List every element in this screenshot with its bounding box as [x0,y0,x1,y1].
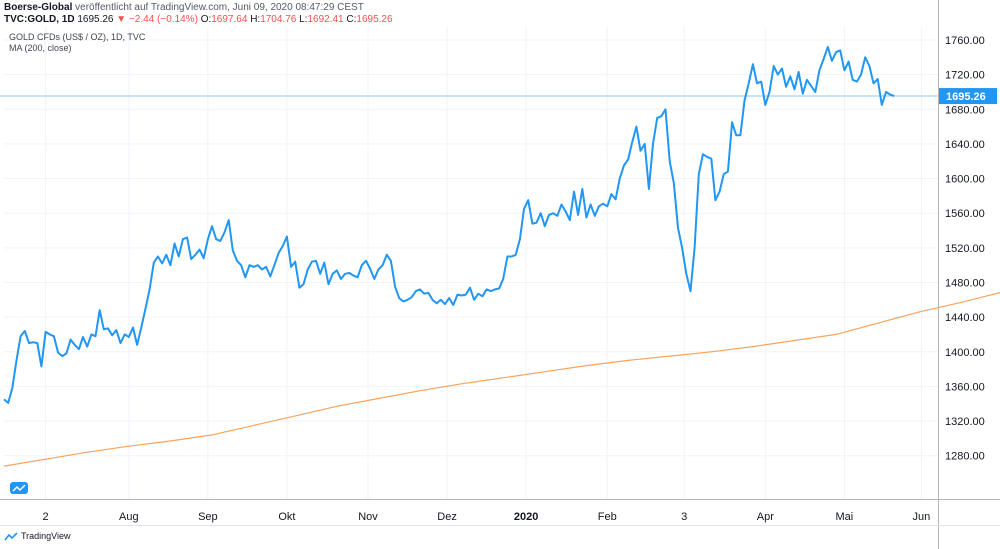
last-price-badge: 1695.26 [939,88,997,105]
x-tick-label: Apr [757,511,774,523]
ma-title: MA (200, close) [9,43,72,53]
price-change: ▼ −2.44 (−0.14%) [116,14,198,25]
y-tick-label: 1480.00 [945,277,985,289]
y-tick-label: 1680.00 [945,104,985,116]
price-series-line [3,45,895,404]
y-tick-label: 1520.00 [945,243,985,255]
low-label: L: [299,14,308,25]
close-value: 1695.26 [356,14,393,25]
y-tick-label: 1640.00 [945,139,985,151]
x-tick-label: Jun [912,511,930,523]
chart-header: Boerse-Global veröffentlicht auf Trading… [4,2,364,14]
y-tick-label: 1360.00 [945,381,985,393]
x-tick-label: 2 [43,511,49,523]
y-axis-labels: 1280.00 1320.00 1360.00 1400.00 1440.00 1480.… [945,35,985,463]
chart-grid [4,27,938,499]
x-axis-labels: 2 Aug Sep Okt Nov Dez 2020 Feb 3 Apr Mai Jun [43,511,931,523]
y-tick-label: 1400.00 [945,347,985,359]
symbol-label: TVC:GOLD, 1D [4,14,75,25]
x-tick-label: Sep [198,511,218,523]
ma-series-line [3,292,1000,467]
y-tick-label: 1760.00 [945,35,985,47]
x-tick-label: 3 [681,511,687,523]
ohlc-bar: TVC:GOLD, 1D 1695.26 ▼ −2.44 (−0.14%) O:… [4,14,393,26]
x-tick-label: Nov [358,511,378,523]
open-value: 1697.64 [211,14,248,25]
high-value: 1704.76 [260,14,297,25]
chart-legend: GOLD CFDs (US$ / OZ), 1D, TVC MA (200, c… [9,32,145,54]
last-price-badge-bg [939,88,997,105]
x-tick-label: Okt [278,511,295,523]
footer[interactable]: TradingView [4,531,71,541]
tv-watermark-icon [10,482,28,494]
series-title: GOLD CFDs (US$ / OZ), 1D, TVC [9,32,146,42]
high-label: H: [250,14,261,25]
y-tick-label: 1600.00 [945,174,985,186]
published-text: veröffentlicht auf TradingView.com, Juni… [75,2,364,13]
close-label: C: [346,14,357,25]
x-tick-label: 2020 [514,511,538,523]
last-price: 1695.26 [77,14,114,25]
y-tick-label: 1320.00 [945,416,985,428]
y-tick-label: 1720.00 [945,70,985,82]
y-tick-label: 1440.00 [945,312,985,324]
x-tick-label: Mai [836,511,854,523]
y-tick-label: 1560.00 [945,208,985,220]
y-tick-label: 1280.00 [945,451,985,463]
low-value: 1692.41 [307,14,344,25]
x-tick-label: Feb [598,511,617,523]
footer-brand: TradingView [21,531,71,541]
author-name: Boerse-Global [4,2,73,13]
x-tick-label: Aug [119,511,139,523]
tradingview-logo-icon [4,531,18,540]
series-layer [3,45,1000,467]
last-price-badge-label: 1695.26 [946,91,986,103]
open-label: O: [200,14,212,25]
x-tick-label: Dez [437,511,457,523]
